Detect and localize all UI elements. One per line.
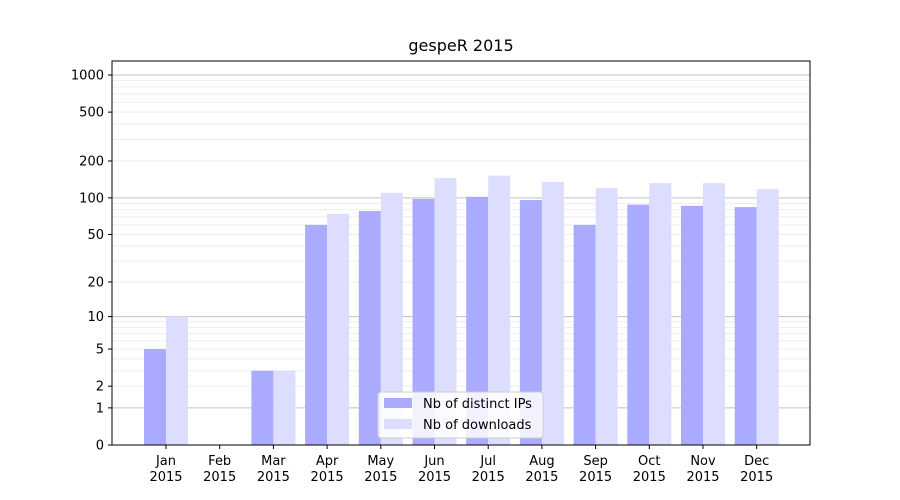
x-tick-label: May 2015 — [364, 454, 397, 485]
legend-swatch — [384, 398, 412, 408]
bar-distinct-ips — [412, 198, 435, 445]
bar-distinct-ips — [519, 200, 542, 445]
x-tick-label: Nov 2015 — [686, 454, 719, 485]
x-tick-label: Sep 2015 — [579, 454, 612, 485]
bar-distinct-ips — [627, 204, 650, 445]
bar-distinct-ips — [573, 224, 596, 445]
plot-frame — [111, 60, 811, 446]
bar-distinct-ips — [251, 370, 274, 445]
bar-downloads — [327, 213, 350, 445]
legend-label: Nb of downloads — [423, 418, 532, 433]
bar-downloads — [703, 183, 725, 445]
y-tick-label: 50 — [87, 228, 104, 243]
y-axis: 0 1 2 5 10 20 50 100 200 500 1000 — [71, 69, 112, 454]
bar-distinct-ips — [358, 211, 381, 445]
y-tick-label: 200 — [79, 155, 104, 170]
x-tick-label: Dec 2015 — [740, 454, 773, 485]
bar-downloads — [488, 175, 511, 446]
x-tick-label: Feb 2015 — [203, 454, 236, 485]
bar-downloads — [434, 178, 457, 446]
legend-swatch — [384, 419, 412, 429]
chart-title: gespeR 2015 — [408, 36, 513, 55]
x-tick-label: Jun 2015 — [418, 454, 451, 485]
x-tick-label: Apr 2015 — [311, 454, 344, 485]
bar-downloads — [380, 192, 403, 445]
bar-downloads — [756, 189, 779, 445]
bar-downloads — [541, 181, 564, 445]
bar-distinct-ips — [681, 205, 703, 445]
x-tick-label: Aug 2015 — [525, 454, 558, 485]
legend-label: Nb of distinct IPs — [423, 397, 532, 412]
x-tick-label: Mar 2015 — [257, 454, 290, 485]
legend: Nb of distinct IPs Nb of downloads — [377, 391, 544, 439]
y-tick-label: 5 — [96, 343, 104, 358]
bar-downloads — [595, 188, 618, 445]
x-tick-label: Jul 2015 — [472, 454, 505, 485]
bar-distinct-ips — [466, 196, 489, 445]
legend-box — [377, 391, 544, 439]
bar-downloads — [273, 370, 296, 445]
bar-distinct-ips — [144, 349, 166, 445]
bar-distinct-ips — [734, 207, 757, 445]
y-tick-label: 10 — [87, 310, 104, 325]
bars — [144, 175, 779, 446]
y-tick-label: 1 — [96, 401, 104, 416]
x-axis: Jan 2015 Feb 2015 Mar 2015 Apr 2015 May 2015 Jun 20… — [149, 445, 773, 485]
y-tick-label: 1000 — [71, 69, 104, 84]
y-tick-label: 100 — [79, 191, 104, 206]
x-tick-label: Oct 2015 — [633, 454, 666, 485]
bar-distinct-ips — [305, 224, 328, 445]
y-tick-label: 20 — [87, 275, 104, 290]
y-tick-label: 500 — [79, 106, 104, 121]
y-tick-label: 0 — [96, 439, 104, 454]
bar-downloads — [649, 183, 672, 445]
bar-downloads — [166, 316, 188, 445]
x-tick-label: Jan 2015 — [149, 454, 182, 485]
y-tick-label: 2 — [96, 380, 104, 395]
